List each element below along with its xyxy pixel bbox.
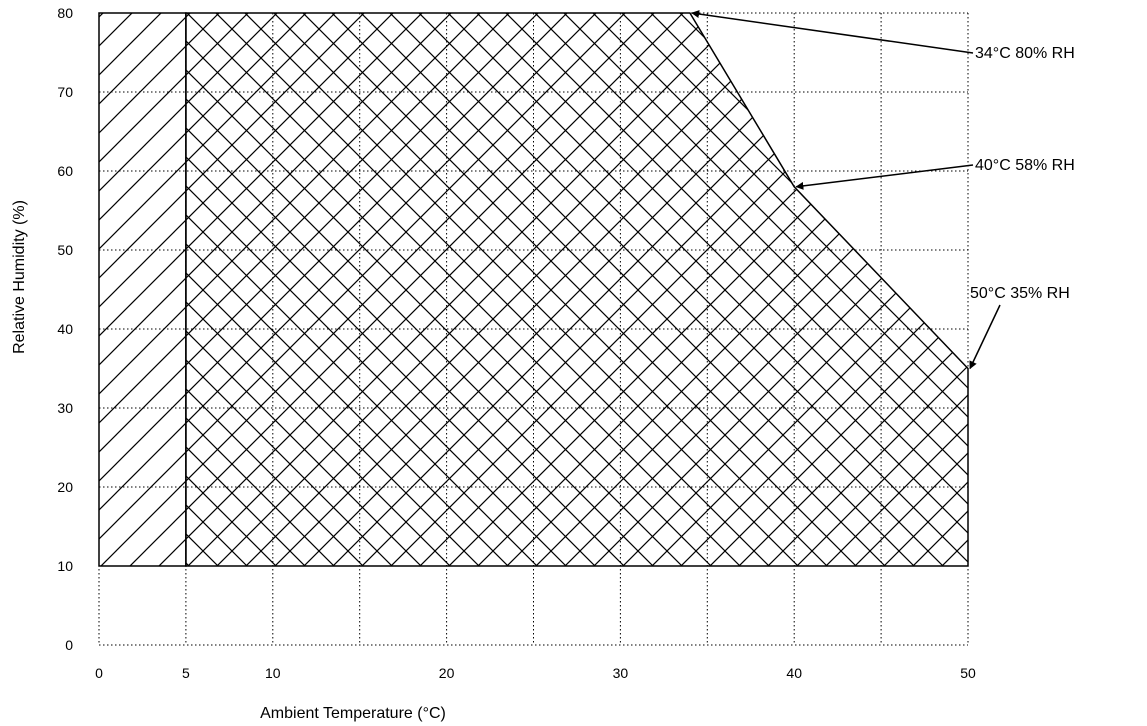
y-tick-label: 80 <box>57 5 73 21</box>
y-tick-label: 0 <box>65 637 73 653</box>
y-tick-label: 70 <box>57 84 73 100</box>
tick-labels: 0 5 10 20 30 40 50 0 10 20 30 40 50 60 70 80 <box>57 5 976 681</box>
y-tick-label: 30 <box>57 400 73 416</box>
x-axis-title: Ambient Temperature (°C) <box>260 705 446 722</box>
annotations: 34°C 80% RH 40°C 58% RH 50°C 35% RH <box>691 10 1075 370</box>
x-tick-label: 10 <box>265 665 281 681</box>
regions <box>98 12 969 567</box>
x-tick-label: 30 <box>613 665 629 681</box>
cross-hatch-region <box>185 12 969 567</box>
annotation-arrow <box>795 164 974 190</box>
single-hatch-region <box>98 12 187 567</box>
y-tick-label: 20 <box>57 479 73 495</box>
y-axis-title: Relative Humidity (%) <box>11 200 28 354</box>
y-tick-label: 10 <box>57 558 73 574</box>
x-tick-label: 20 <box>439 665 455 681</box>
y-tick-label: 50 <box>57 242 73 258</box>
annotation-arrow <box>691 10 974 54</box>
x-tick-label: 0 <box>95 665 103 681</box>
x-tick-label: 50 <box>960 665 976 681</box>
annotation-arrow <box>969 304 1001 370</box>
annotation-label: 50°C 35% RH <box>970 285 1070 302</box>
x-tick-label: 5 <box>182 665 190 681</box>
annotation-label: 40°C 58% RH <box>975 157 1075 174</box>
y-tick-label: 40 <box>57 321 73 337</box>
annotation-label: 34°C 80% RH <box>975 45 1075 62</box>
x-tick-label: 40 <box>786 665 802 681</box>
y-tick-label: 60 <box>57 163 73 179</box>
